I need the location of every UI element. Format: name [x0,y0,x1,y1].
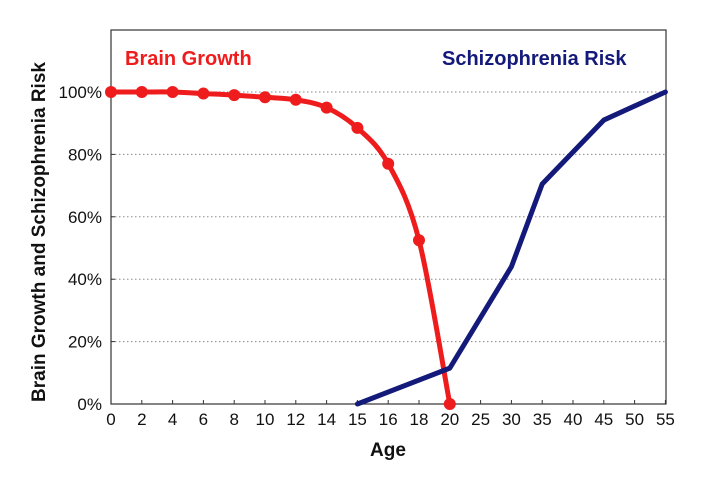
series-label-schizophrenia-risk: Schizophrenia Risk [442,48,627,70]
y-tick-label: 100% [59,83,102,102]
data-point-brain-growth [105,86,117,98]
data-point-brain-growth [289,93,302,106]
x-tick-label: 0 [106,410,115,429]
y-tick-label: 60% [68,208,102,227]
x-tick-label: 14 [317,410,336,429]
x-tick-label: 18 [410,410,429,429]
x-tick-label: 4 [168,410,177,429]
y-tick-label: 80% [68,145,102,164]
x-tick-label: 12 [286,410,305,429]
x-tick-label: 50 [625,410,644,429]
y-axis-title: Brain Growth and Schizophrenia Risk [29,62,50,402]
x-tick-label: 20 [440,410,459,429]
x-tick-label: 8 [229,410,238,429]
data-point-brain-growth [351,121,364,134]
y-tick-label: 40% [68,270,102,289]
data-point-brain-growth [259,91,271,104]
series-label-brain-growth: Brain Growth [125,48,252,70]
data-point-brain-growth [228,89,241,102]
x-tick-label: 45 [594,410,613,429]
x-tick-label: 25 [471,410,490,429]
data-point-brain-growth [413,234,425,247]
data-point-brain-growth [382,157,395,170]
x-tick-label: 6 [199,410,208,429]
y-tick-label: 0% [77,395,102,414]
x-axis-ticks: 0 2 4 6 8 10 12 14 15 16 18 20 25 30 35 40 45 50 55 [106,400,675,429]
data-point-brain-growth [443,398,456,410]
data-point-brain-growth [166,86,179,98]
series-line-schizophrenia-risk [354,89,668,407]
y-tick-label: 20% [68,333,102,352]
x-tick-label: 35 [533,410,552,429]
y-axis-ticks: 0% 20% 40% 60% 80% 100% [59,83,115,414]
series-layer [105,86,668,410]
x-tick-label: 30 [502,410,521,429]
data-point-brain-growth [135,86,148,98]
data-point-brain-growth [197,87,210,100]
x-tick-label: 15 [348,410,367,429]
data-point-brain-growth [320,101,333,114]
x-tick-label: 10 [256,410,275,429]
x-tick-label: 40 [564,410,583,429]
x-tick-label: 16 [379,410,398,429]
x-axis-title: Age [370,440,406,461]
x-tick-label: 55 [656,410,675,429]
x-tick-label: 2 [137,410,146,429]
